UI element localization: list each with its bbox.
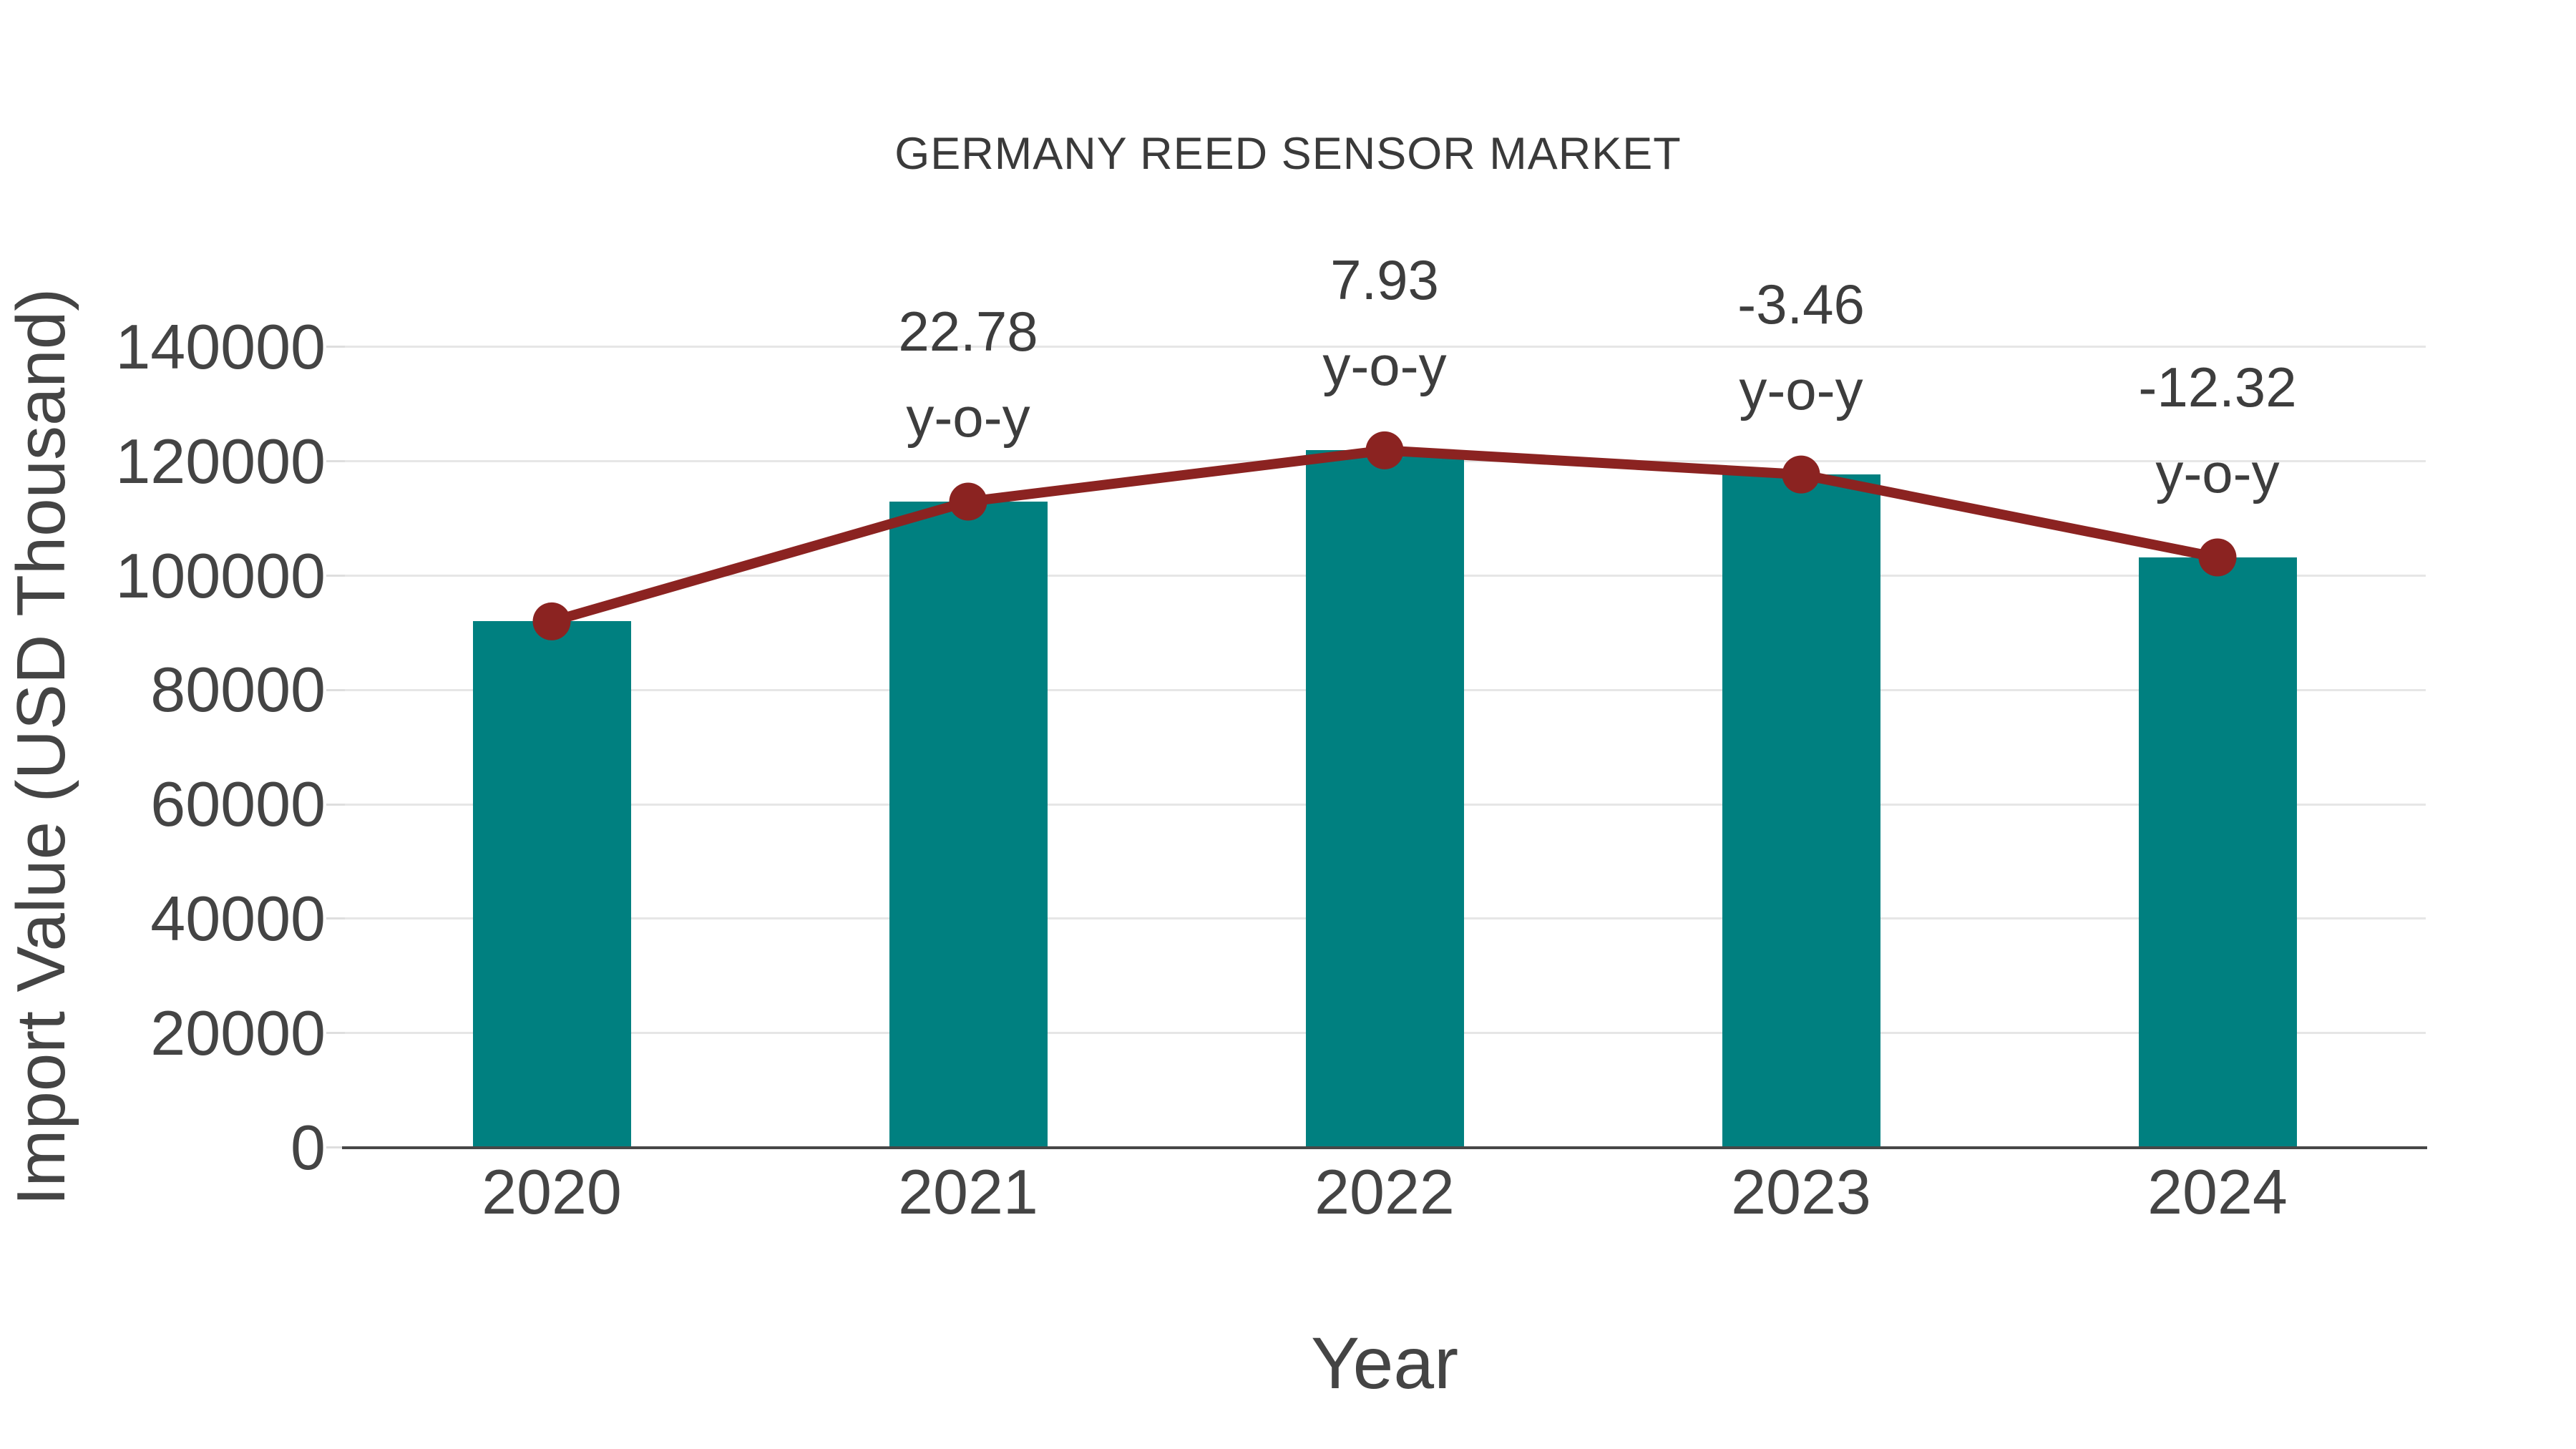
x-axis-title: Year [1310,1322,1459,1404]
yoy-suffix-2022: y-o-y [1322,334,1447,398]
bar-2024 [2138,557,2297,1148]
y-tick-label-140000: 140000 [115,311,326,382]
y-tick-label-100000: 100000 [115,540,326,611]
gridline-140000 [343,346,2426,348]
yoy-suffix-2023: y-o-y [1739,358,1863,422]
y-tick-mark-100000 [326,575,345,577]
y-tick-mark-40000 [326,917,345,920]
y-tick-mark-20000 [326,1032,345,1035]
y-tick-label-60000: 60000 [150,769,326,840]
bar-2022 [1305,450,1464,1148]
y-tick-label-0: 0 [291,1111,326,1183]
bar-2023 [1722,474,1880,1148]
y-tick-mark-0 [326,1146,345,1148]
y-tick-mark-140000 [326,346,345,348]
yoy-suffix-2024: y-o-y [2155,441,2280,504]
yoy-suffix-2021: y-o-y [906,385,1030,449]
y-tick-label-20000: 20000 [150,997,326,1068]
bar-2021 [889,501,1048,1148]
yoy-value-2023: -3.46 [1737,273,1865,336]
bar-2020 [472,621,631,1148]
y-axis-title: Import Value (USD Thousand) [3,288,79,1206]
chart-title: GERMANY REED SENSOR MARKET [894,129,1682,179]
y-tick-mark-120000 [326,460,345,463]
y-tick-mark-60000 [326,803,345,806]
x-tick-label-2023: 2023 [1731,1156,1871,1227]
y-tick-label-120000: 120000 [115,425,326,497]
x-tick-label-2022: 2022 [1314,1156,1455,1227]
x-axis-line [342,1146,2427,1149]
yoy-value-2024: -12.32 [2138,355,2297,419]
x-tick-label-2020: 2020 [482,1156,622,1227]
yoy-value-2022: 7.93 [1330,248,1439,312]
y-tick-label-80000: 80000 [150,654,326,726]
yoy-value-2021: 22.78 [898,299,1038,363]
x-tick-label-2021: 2021 [898,1156,1038,1227]
y-tick-label-40000: 40000 [150,882,326,954]
y-tick-mark-80000 [326,688,345,691]
x-tick-label-2024: 2024 [2147,1156,2288,1227]
